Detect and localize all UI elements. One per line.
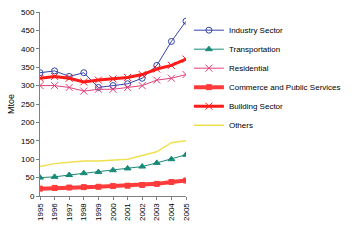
svg-text:Mtoe: Mtoe [6, 94, 16, 114]
svg-text:Transportation: Transportation [229, 45, 280, 54]
svg-text:Building Sector: Building Sector [229, 102, 283, 111]
svg-text:100: 100 [21, 155, 35, 164]
svg-text:Residential: Residential [229, 64, 269, 73]
svg-text:1999: 1999 [94, 203, 103, 221]
svg-text:1997: 1997 [65, 203, 74, 221]
svg-text:2001: 2001 [123, 203, 132, 221]
svg-text:150: 150 [21, 137, 35, 146]
svg-text:2003: 2003 [152, 203, 161, 221]
svg-text:250: 250 [21, 100, 35, 109]
svg-text:50: 50 [25, 173, 34, 182]
svg-text:Commerce and Public Services: Commerce and Public Services [229, 83, 341, 92]
svg-text:2005: 2005 [182, 203, 191, 221]
svg-text:1995: 1995 [36, 203, 45, 221]
svg-text:1996: 1996 [50, 203, 59, 221]
svg-text:400: 400 [21, 45, 35, 54]
svg-text:Industry Sector: Industry Sector [229, 26, 283, 35]
svg-text:2004: 2004 [167, 203, 176, 221]
svg-text:200: 200 [21, 118, 35, 127]
svg-text:500: 500 [21, 8, 35, 17]
svg-text:1998: 1998 [79, 203, 88, 221]
svg-text:2000: 2000 [109, 203, 118, 221]
svg-text:Others: Others [229, 121, 253, 130]
svg-text:300: 300 [21, 81, 35, 90]
svg-text:350: 350 [21, 63, 35, 72]
svg-text:2002: 2002 [138, 203, 147, 221]
svg-text:450: 450 [21, 26, 35, 35]
svg-text:0: 0 [30, 192, 35, 201]
